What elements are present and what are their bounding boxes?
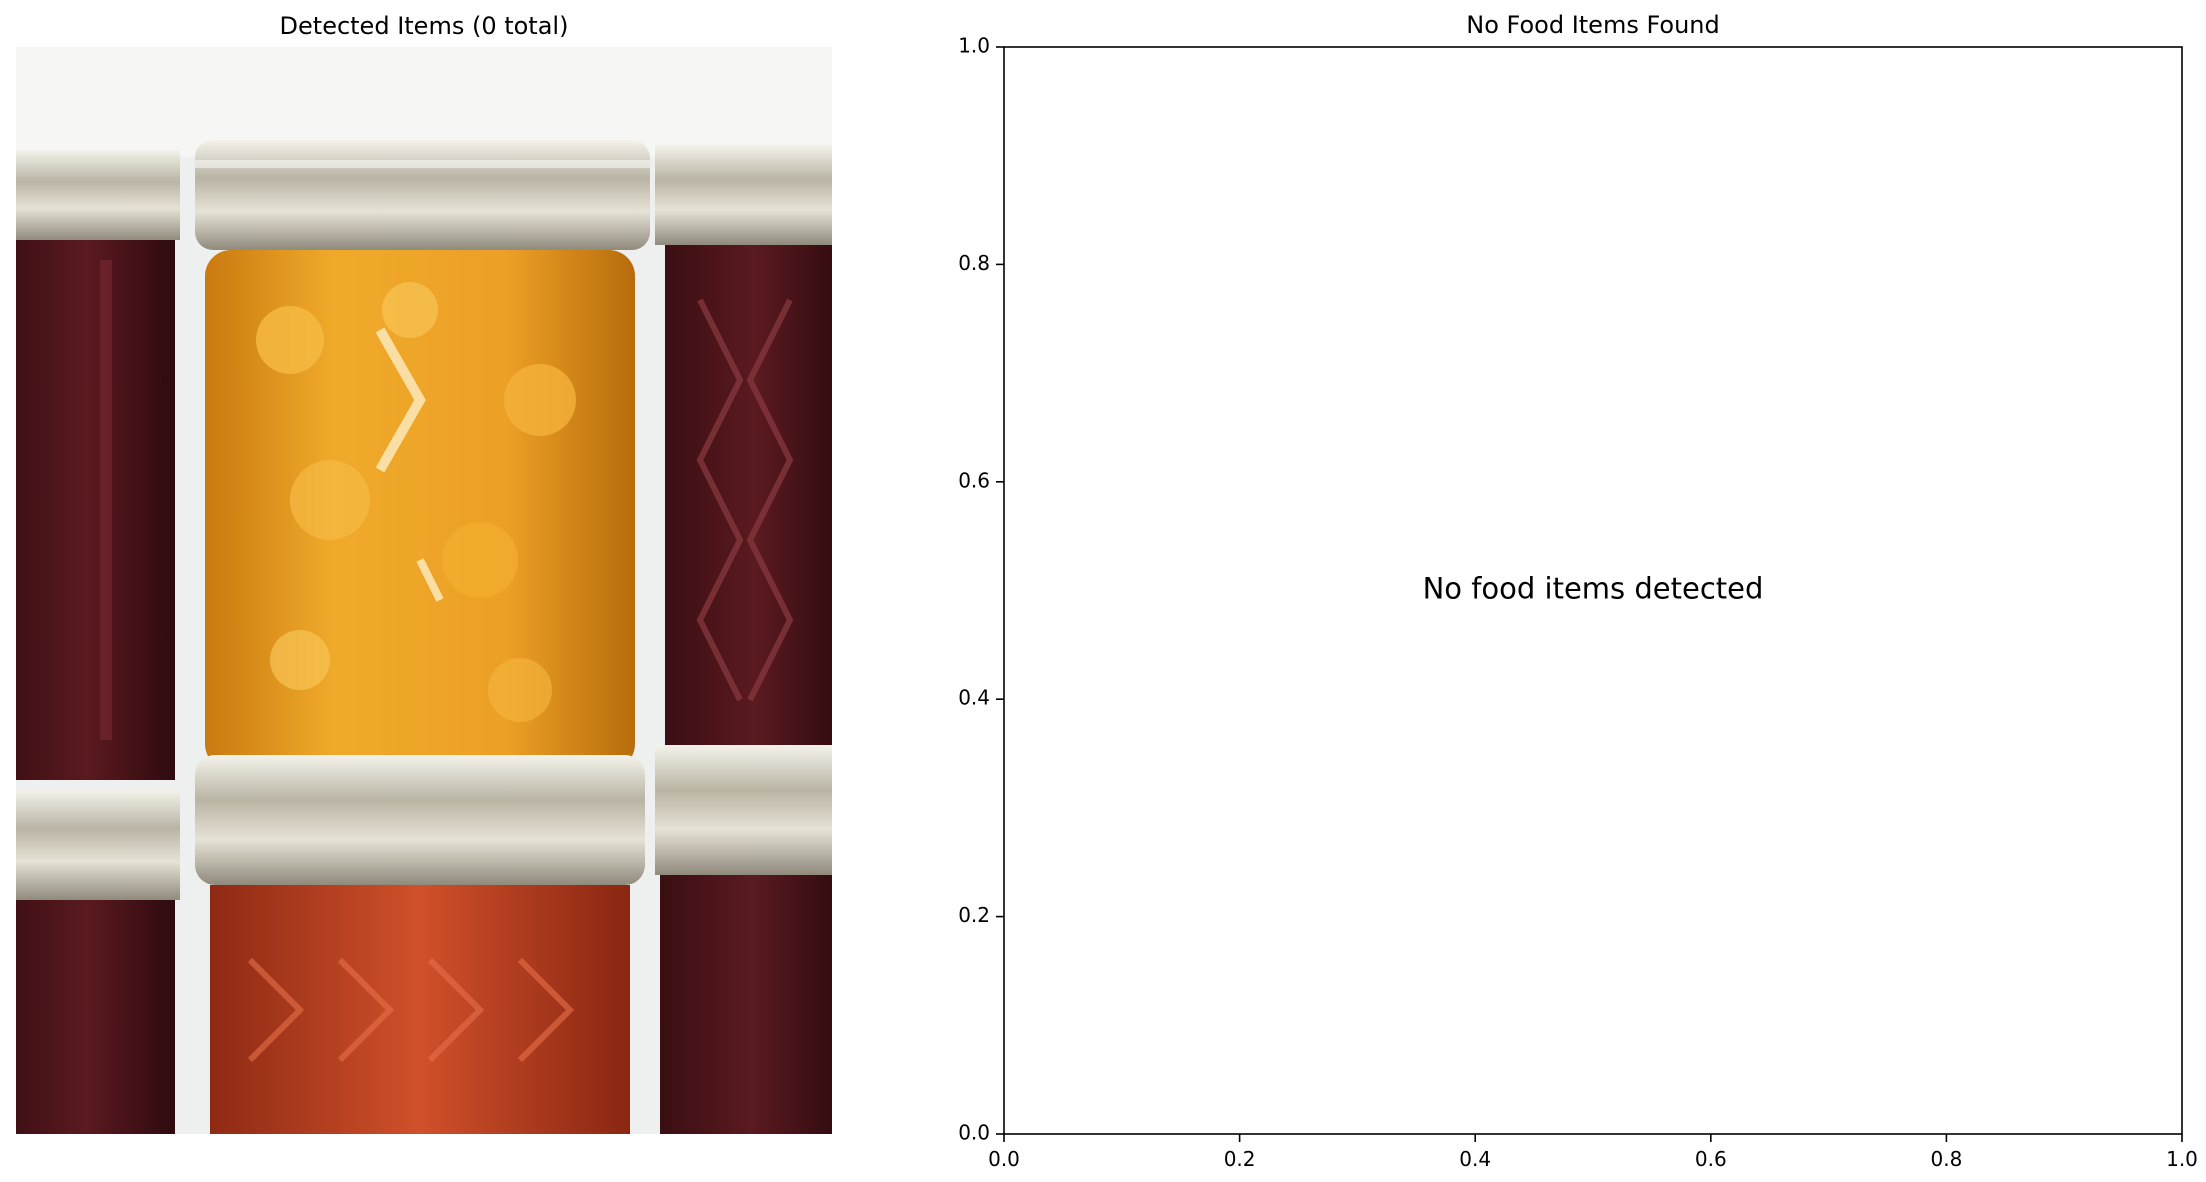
dark-jam-jar-right-bottom — [655, 745, 832, 1134]
no-detection-message: No food items detected — [1423, 572, 1764, 606]
plot-frame — [1003, 46, 2183, 1135]
food-jars-photo — [16, 47, 832, 1134]
dark-jam-jar-left-bottom — [16, 790, 180, 1134]
left-panel-title: Detected Items (0 total) — [280, 12, 569, 40]
dark-jam-jar-right-top — [655, 145, 832, 760]
y-tick-label: 0.2 — [958, 903, 990, 927]
apricot-jam-jar — [195, 140, 650, 770]
x-tick-label: 1.0 — [2166, 1147, 2198, 1171]
dark-jam-jar-left-top — [16, 150, 180, 780]
red-jam-jar — [195, 755, 645, 1134]
x-axis: 0.0 0.2 0.4 0.6 0.8 1.0 — [988, 1134, 2198, 1171]
y-tick-label: 0.0 — [958, 1121, 990, 1145]
x-tick-label: 0.6 — [1695, 1147, 1727, 1171]
y-tick-label: 1.0 — [958, 34, 990, 58]
plot-area — [1004, 47, 2182, 1134]
left-panel: Detected Items (0 total) — [16, 12, 832, 1134]
x-tick-label: 0.8 — [1930, 1147, 1962, 1171]
y-tick-label: 0.6 — [958, 468, 990, 492]
y-tick-label: 0.4 — [958, 686, 990, 710]
x-tick-label: 0.2 — [1224, 1147, 1256, 1171]
chart-title: No Food Items Found — [1466, 11, 1720, 39]
y-axis: 0.0 0.2 0.4 0.6 0.8 1.0 — [958, 34, 1004, 1145]
x-tick-label: 0.4 — [1459, 1147, 1491, 1171]
axes: 0.0 0.2 0.4 0.6 0.8 1.0 0.0 0.2 0.4 0.6 0.8 1.0 No… — [958, 34, 2198, 1172]
right-panel: No Food Items Found 0.0 0.2 0.4 0.6 0.8 1.0 0… — [958, 11, 2198, 1171]
y-tick-label: 0.8 — [958, 251, 990, 275]
x-tick-label: 0.0 — [988, 1147, 1020, 1171]
